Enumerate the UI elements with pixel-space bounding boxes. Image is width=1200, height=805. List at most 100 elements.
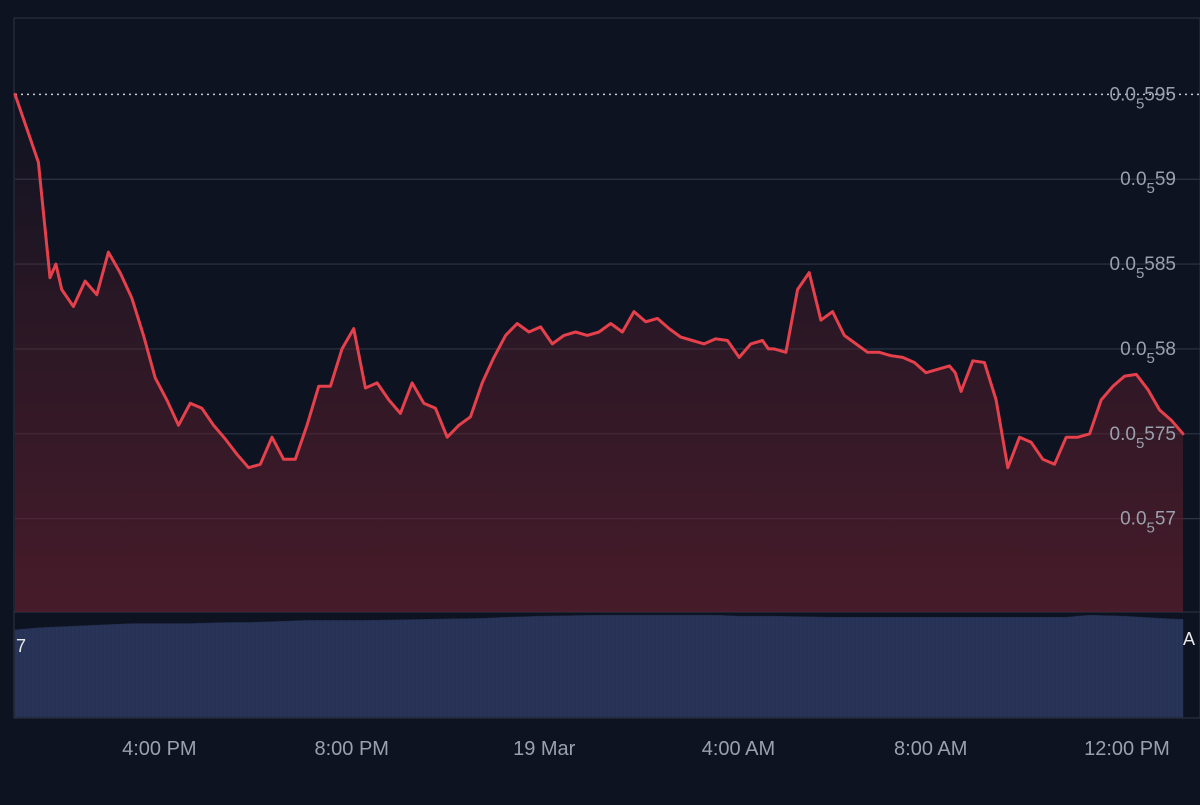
volume-bar (203, 623, 207, 717)
volume-bar (475, 618, 479, 717)
volume-bar (139, 624, 143, 717)
volume-bar (443, 619, 447, 717)
volume-bar (163, 624, 167, 717)
volume-axis-label-left: 7 (16, 636, 26, 656)
volume-bar (539, 616, 543, 717)
volume-bar (319, 620, 323, 717)
volume-bar (1079, 616, 1083, 717)
volume-bar (707, 615, 711, 717)
volume-bar (295, 621, 299, 717)
volume-bar (1091, 615, 1095, 717)
volume-bar (919, 617, 923, 717)
volume-bar (743, 616, 747, 717)
volume-bar (767, 616, 771, 717)
volume-bar (247, 622, 251, 717)
volume-bar (891, 617, 895, 717)
volume-bar (871, 617, 875, 717)
volume-bar (1047, 617, 1051, 717)
volume-bar (1075, 616, 1079, 717)
volume-bar (115, 624, 119, 717)
volume-bar (411, 620, 415, 717)
volume-bar (187, 624, 191, 717)
volume-bar (1111, 616, 1115, 717)
volume-bar (747, 616, 751, 717)
volume-bar (351, 620, 355, 717)
volume-bar (1023, 617, 1027, 717)
volume-bar (535, 616, 539, 717)
volume-bar (795, 617, 799, 717)
volume-bar (607, 615, 611, 717)
volume-bar (55, 627, 59, 717)
volume-bar (375, 620, 379, 717)
volume-bar (439, 619, 443, 717)
volume-bar (135, 624, 139, 717)
volume-bar (595, 615, 599, 717)
volume-bar (1135, 617, 1139, 717)
volume-bar (691, 615, 695, 717)
volume-bar (79, 626, 83, 717)
volume-bar (151, 624, 155, 717)
volume-bar (275, 621, 279, 717)
volume-bar (75, 626, 79, 717)
volume-bar (175, 624, 179, 717)
volume-bar (1011, 617, 1015, 717)
volume-bar (619, 615, 623, 717)
volume-bar (847, 617, 851, 717)
volume-bar (299, 621, 303, 717)
y-tick-label: 0.0558 (1120, 339, 1176, 367)
volume-bar (255, 622, 259, 717)
volume-bar (1007, 617, 1011, 717)
volume-bar (63, 627, 67, 717)
volume-bar (35, 628, 39, 717)
volume-bar (235, 623, 239, 718)
volume-bar (799, 617, 803, 717)
volume-bar (451, 619, 455, 717)
volume-bar (831, 617, 835, 717)
volume-bar (927, 617, 931, 717)
volume-bar (1147, 618, 1151, 717)
volume-bar (155, 624, 159, 717)
volume-bar (863, 617, 867, 717)
volume-bar (143, 624, 147, 717)
volume-bar (199, 623, 203, 717)
volume-bar (739, 616, 743, 717)
volume-bar (899, 617, 903, 717)
volume-bar (455, 619, 459, 717)
volume-bar (543, 616, 547, 717)
volume-bar (1027, 617, 1031, 717)
volume-bar (47, 627, 51, 717)
volume-bar (131, 624, 135, 717)
volume-bar (755, 616, 759, 717)
volume-bar (935, 617, 939, 717)
volume-bar (623, 615, 627, 717)
volume-bar (639, 615, 643, 717)
volume-bar (555, 616, 559, 717)
volume-bar (499, 617, 503, 717)
volume-bar (547, 616, 551, 717)
volume-bar (931, 617, 935, 717)
volume-bar (1031, 617, 1035, 717)
volume-bar (359, 620, 363, 717)
volume-bar (219, 623, 223, 717)
volume-bar (955, 617, 959, 717)
volume-bar (1131, 617, 1135, 717)
volume-bar (1167, 619, 1171, 717)
volume-bar (615, 615, 619, 717)
volume-bar (991, 617, 995, 717)
volume-bar (211, 623, 215, 717)
volume-bar (347, 620, 351, 717)
volume-bar (123, 624, 127, 717)
price-area-fill (15, 94, 1183, 612)
volume-bar (471, 618, 475, 717)
volume-bar (395, 620, 399, 717)
volume-bar (663, 615, 667, 717)
volume-bar (667, 615, 671, 717)
volume-bar (1099, 615, 1103, 717)
volume-bar (907, 617, 911, 717)
volume-bar (1115, 616, 1119, 717)
x-tick-label: 4:00 PM (122, 738, 196, 760)
volume-bar (987, 617, 991, 717)
volume-bar (67, 626, 71, 717)
volume-bar (1139, 617, 1143, 717)
